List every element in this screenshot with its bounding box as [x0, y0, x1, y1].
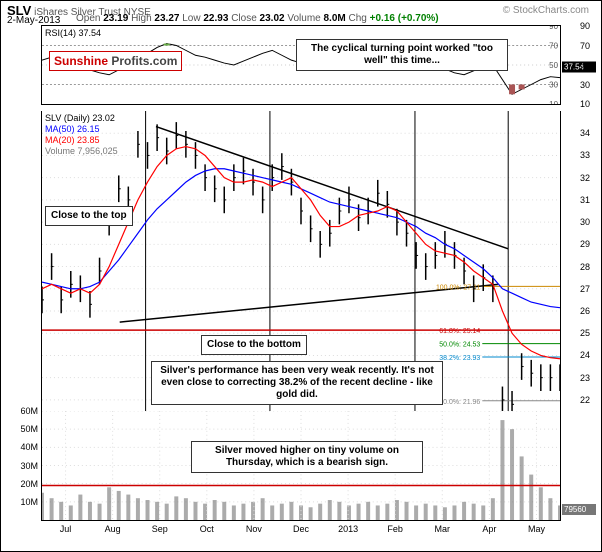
high-value: 23.27	[154, 13, 179, 24]
volume-tick: 10M	[10, 497, 38, 507]
volume-tick: 20M	[10, 479, 38, 489]
svg-text:30: 30	[549, 81, 558, 90]
svg-text:10: 10	[549, 100, 558, 104]
chg-label: Chg	[349, 13, 367, 24]
volume-tick: 40M	[10, 442, 38, 452]
price-tick: 29	[580, 239, 590, 249]
x-axis-month: Nov	[246, 524, 262, 534]
high-label: High	[131, 13, 152, 24]
svg-text:90: 90	[549, 26, 558, 31]
x-axis-month: Apr	[482, 524, 496, 534]
low-label: Low	[182, 13, 200, 24]
chg-pct: (+0.70%)	[398, 13, 439, 24]
price-tick: 24	[580, 350, 590, 360]
price-tick: 22	[580, 395, 590, 405]
open-value: 23.19	[103, 13, 128, 24]
annotation-close-top: Close to the top	[45, 206, 133, 226]
annotation-close-bottom: Close to the bottom	[201, 335, 307, 355]
x-axis-month: Oct	[200, 524, 214, 534]
price-tick: 30	[580, 217, 590, 227]
ohlc-row: Open 23.19 High 23.27 Low 22.93 Close 23…	[76, 13, 439, 24]
x-axis-month: Dec	[293, 524, 309, 534]
x-axis-month: Sep	[152, 524, 168, 534]
x-axis-month: Jul	[60, 524, 72, 534]
price-tick: 28	[580, 262, 590, 272]
annotation-turning-point: The cyclical turning point worked "too w…	[296, 39, 508, 71]
rsi-tick: 10	[580, 99, 590, 109]
volume-tick: 60M	[10, 406, 38, 416]
svg-text:50.0%: 24.53: 50.0%: 24.53	[439, 342, 480, 349]
price-tick: 32	[580, 173, 590, 183]
x-axis-month: 2013	[338, 524, 358, 534]
chart-container: SLV iShares Silver Trust NYSE © StockCha…	[0, 0, 602, 552]
rsi-tick: 90	[580, 21, 590, 31]
price-tick: 34	[580, 128, 590, 138]
rsi-tick: 70	[580, 41, 590, 51]
close-value: 23.02	[260, 13, 285, 24]
sunshine-profits-label: Sunshine Profits.com	[49, 51, 182, 71]
chg-value: +0.16	[370, 13, 395, 24]
rsi-tick: 30	[580, 80, 590, 90]
x-axis-month: May	[528, 524, 545, 534]
low-value: 22.93	[203, 13, 228, 24]
source-label: © StockCharts.com	[503, 5, 589, 16]
svg-text:50: 50	[549, 61, 558, 70]
price-tick: 23	[580, 373, 590, 383]
volume-value: 8.0M	[324, 13, 346, 24]
svg-text:38.2%: 23.93: 38.2%: 23.93	[439, 355, 480, 362]
volume-flag: 79560	[562, 504, 596, 515]
x-axis-month: Aug	[105, 524, 121, 534]
close-label: Close	[231, 13, 257, 24]
annotation-tiny-volume: Silver moved higher on tiny volume on Th…	[191, 441, 423, 473]
x-axis-month: Feb	[387, 524, 403, 534]
x-axis-month: Mar	[435, 524, 451, 534]
price-tick: 26	[580, 306, 590, 316]
svg-text:0.0%: 21.96: 0.0%: 21.96	[443, 399, 480, 406]
price-tick: 25	[580, 328, 590, 338]
svg-text:70: 70	[549, 42, 558, 51]
volume-tick: 30M	[10, 461, 38, 471]
rsi-tick: 50	[580, 60, 590, 70]
price-tick: 31	[580, 195, 590, 205]
price-tick: 33	[580, 150, 590, 160]
volume-tick: 50M	[10, 424, 38, 434]
annotation-weak-performance: Silver's performance has been very weak …	[151, 361, 443, 405]
open-label: Open	[76, 13, 100, 24]
svg-text:61.8%: 25.14: 61.8%: 25.14	[439, 328, 480, 335]
price-tick: 27	[580, 284, 590, 294]
volume-label: Volume	[287, 13, 320, 24]
